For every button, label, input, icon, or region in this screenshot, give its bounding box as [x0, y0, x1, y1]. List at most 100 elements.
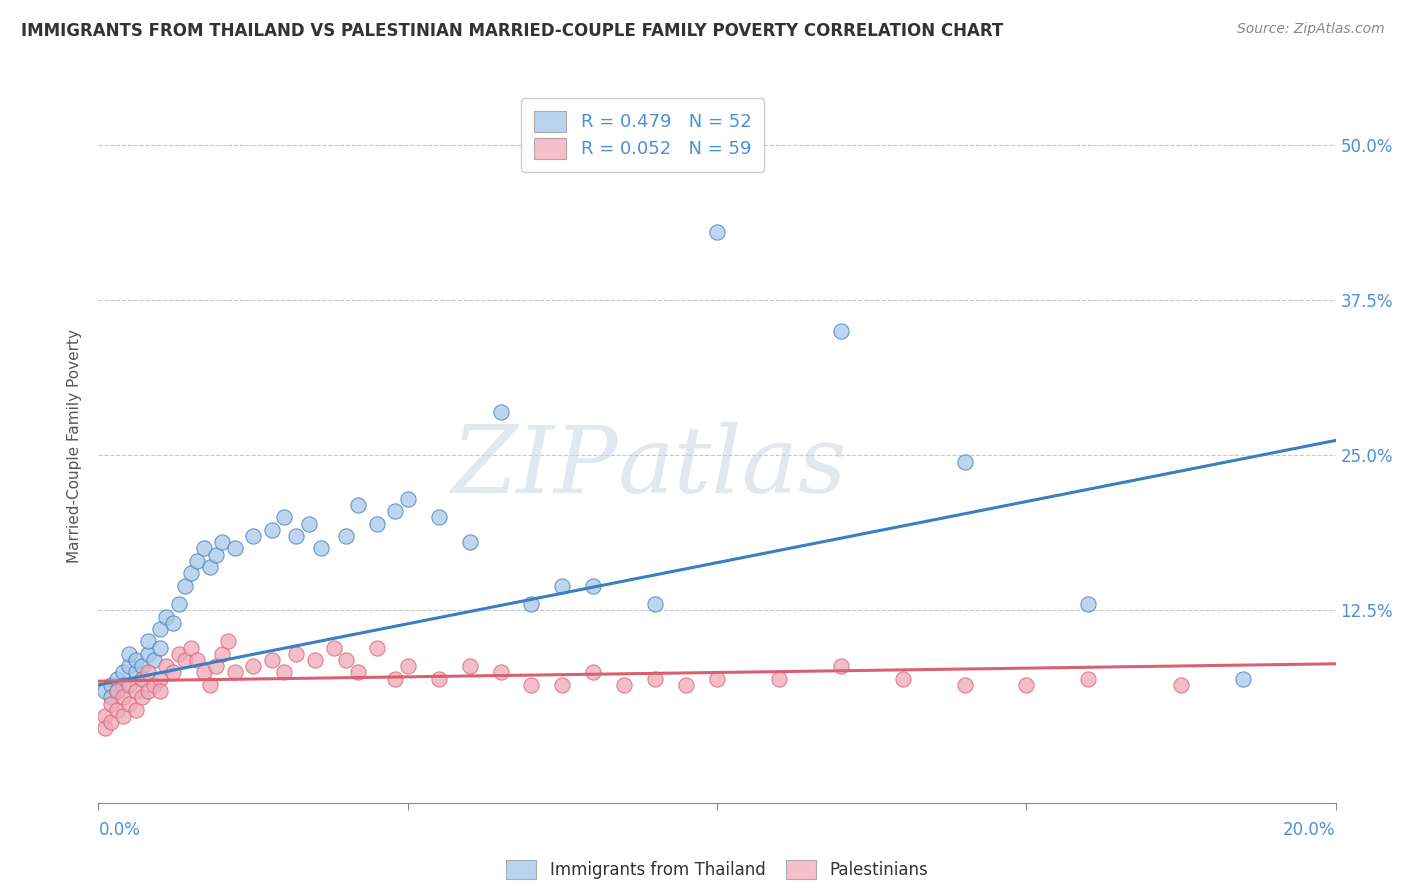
Point	[131, 659, 153, 673]
Point	[105, 684, 128, 698]
Point	[136, 634, 159, 648]
Point	[143, 653, 166, 667]
Point	[1015, 678, 1038, 692]
Point	[136, 665, 159, 680]
Point	[706, 672, 728, 686]
Point	[205, 659, 228, 673]
Point	[366, 640, 388, 655]
Point	[105, 672, 128, 686]
Point	[224, 541, 246, 556]
Text: Source: ZipAtlas.com: Source: ZipAtlas.com	[1237, 22, 1385, 37]
Point	[105, 703, 128, 717]
Point	[613, 678, 636, 692]
Point	[112, 709, 135, 723]
Point	[205, 548, 228, 562]
Point	[193, 665, 215, 680]
Point	[347, 498, 370, 512]
Point	[180, 566, 202, 581]
Point	[198, 560, 221, 574]
Point	[335, 653, 357, 667]
Point	[112, 665, 135, 680]
Point	[768, 672, 790, 686]
Point	[304, 653, 326, 667]
Point	[285, 529, 308, 543]
Point	[285, 647, 308, 661]
Point	[155, 659, 177, 673]
Point	[180, 640, 202, 655]
Point	[149, 672, 172, 686]
Point	[167, 647, 190, 661]
Point	[93, 722, 115, 736]
Point	[551, 678, 574, 692]
Point	[118, 647, 141, 661]
Point	[384, 504, 406, 518]
Y-axis label: Married-Couple Family Poverty: Married-Couple Family Poverty	[67, 329, 83, 563]
Point	[211, 647, 233, 661]
Point	[198, 678, 221, 692]
Point	[1077, 672, 1099, 686]
Point	[131, 672, 153, 686]
Point	[675, 678, 697, 692]
Point	[131, 672, 153, 686]
Text: ZIP: ZIP	[451, 423, 619, 512]
Text: atlas: atlas	[619, 423, 848, 512]
Point	[489, 405, 512, 419]
Point	[100, 715, 122, 730]
Point	[186, 554, 208, 568]
Text: 20.0%: 20.0%	[1284, 822, 1336, 839]
Point	[427, 510, 450, 524]
Point	[520, 597, 543, 611]
Point	[167, 597, 190, 611]
Point	[224, 665, 246, 680]
Point	[162, 615, 184, 630]
Point	[953, 454, 976, 468]
Point	[131, 690, 153, 705]
Point	[366, 516, 388, 531]
Point	[458, 659, 481, 673]
Point	[155, 609, 177, 624]
Text: IMMIGRANTS FROM THAILAND VS PALESTINIAN MARRIED-COUPLE FAMILY POVERTY CORRELATIO: IMMIGRANTS FROM THAILAND VS PALESTINIAN …	[21, 22, 1004, 40]
Point	[706, 225, 728, 239]
Point	[118, 697, 141, 711]
Point	[396, 491, 419, 506]
Point	[162, 665, 184, 680]
Point	[93, 684, 115, 698]
Point	[112, 678, 135, 692]
Point	[891, 672, 914, 686]
Point	[384, 672, 406, 686]
Point	[149, 640, 172, 655]
Point	[309, 541, 332, 556]
Point	[644, 672, 666, 686]
Point	[118, 659, 141, 673]
Point	[551, 579, 574, 593]
Point	[458, 535, 481, 549]
Point	[242, 529, 264, 543]
Point	[489, 665, 512, 680]
Point	[193, 541, 215, 556]
Point	[260, 653, 283, 667]
Point	[118, 678, 141, 692]
Point	[396, 659, 419, 673]
Point	[174, 653, 197, 667]
Point	[273, 510, 295, 524]
Point	[124, 653, 146, 667]
Point	[1170, 678, 1192, 692]
Point	[242, 659, 264, 673]
Point	[830, 324, 852, 338]
Point	[100, 697, 122, 711]
Point	[149, 684, 172, 698]
Point	[427, 672, 450, 686]
Point	[1077, 597, 1099, 611]
Point	[260, 523, 283, 537]
Point	[953, 678, 976, 692]
Point	[124, 703, 146, 717]
Point	[520, 678, 543, 692]
Point	[136, 684, 159, 698]
Point	[143, 678, 166, 692]
Point	[105, 684, 128, 698]
Point	[1232, 672, 1254, 686]
Point	[100, 678, 122, 692]
Point	[186, 653, 208, 667]
Point	[136, 647, 159, 661]
Point	[93, 709, 115, 723]
